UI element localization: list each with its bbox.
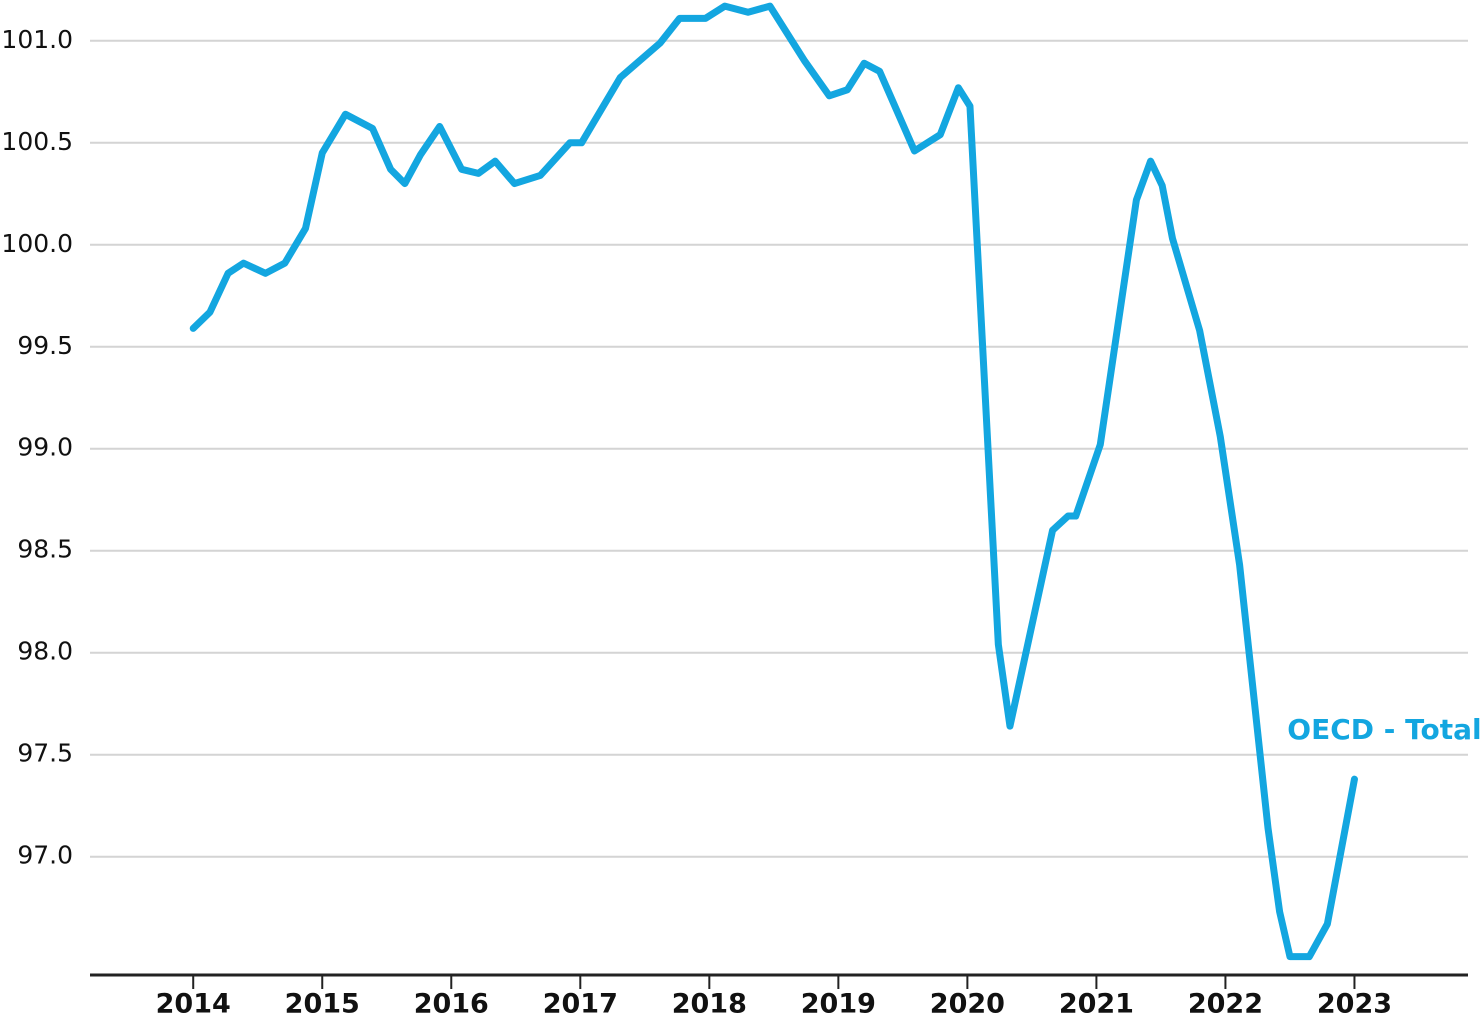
y-tick-label: 100.0 — [1, 229, 73, 258]
x-tick-label: 2021 — [1059, 989, 1134, 1020]
series-label: OECD - Total — [1287, 713, 1481, 746]
y-tick-label: 98.5 — [17, 535, 73, 564]
x-tick-label: 2018 — [672, 989, 747, 1020]
y-tick-label: 97.5 — [17, 739, 73, 768]
x-tick-label: 2022 — [1188, 989, 1263, 1020]
x-tick-label: 2023 — [1317, 989, 1392, 1020]
x-tick-label: 2020 — [930, 989, 1005, 1020]
x-tick-label: 2016 — [414, 989, 489, 1020]
x-tick-label: 2019 — [801, 989, 876, 1020]
y-tick-label: 99.5 — [17, 331, 73, 360]
x-tick-label: 2014 — [156, 989, 231, 1020]
line — [189, 2, 1358, 961]
x-tick-label: 2015 — [285, 989, 360, 1020]
y-tick-label: 101.0 — [1, 25, 73, 54]
y-tick-label: 97.0 — [17, 841, 73, 870]
y-tick-label: 99.0 — [17, 433, 73, 462]
y-tick-label: 98.0 — [17, 637, 73, 666]
y-tick-label: 100.5 — [1, 127, 73, 156]
x-tick-label: 2017 — [543, 989, 618, 1020]
